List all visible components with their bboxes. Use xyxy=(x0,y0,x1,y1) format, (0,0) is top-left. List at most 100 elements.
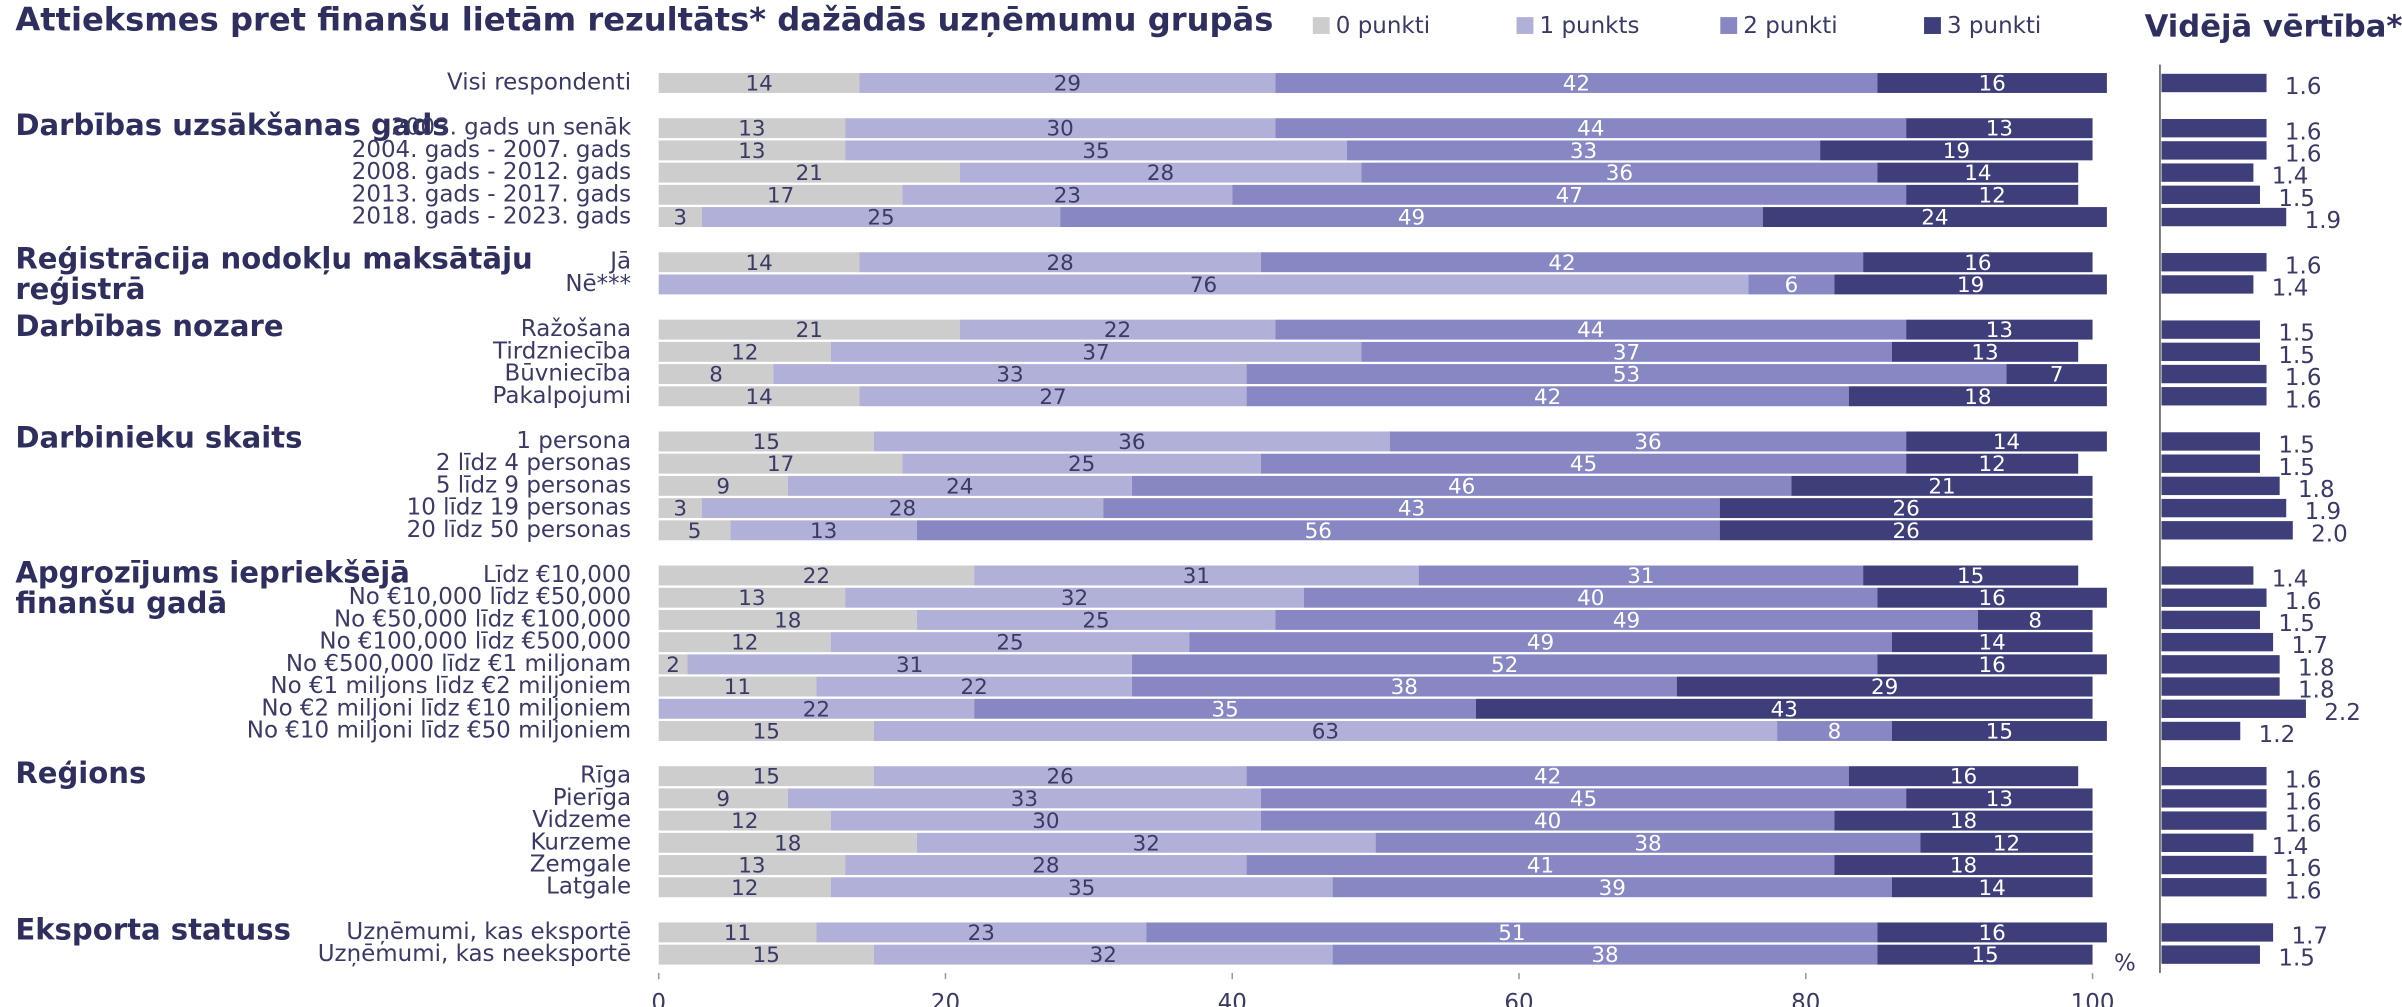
bar-segment xyxy=(787,788,1261,809)
mean-label: 1.6 xyxy=(2285,119,2322,145)
mean-label: 2.0 xyxy=(2311,521,2348,547)
group-label-box: Darbības uzsākšanas gads xyxy=(15,110,449,141)
segment-label: 6 xyxy=(1785,273,1799,298)
bar-segment xyxy=(658,140,846,161)
category-label: No €50,000 līdz €100,000 xyxy=(334,606,631,632)
bar-segment xyxy=(1891,877,2093,898)
segment-label: 18 xyxy=(1964,385,1991,410)
bar-segment xyxy=(1877,944,2093,965)
segment-label: 12 xyxy=(1979,452,2006,477)
segment-label: 21 xyxy=(796,318,823,343)
mean-label: 1.4 xyxy=(2272,276,2309,302)
legend-label: 3 punkti xyxy=(1947,13,2041,39)
segment-label: 38 xyxy=(1591,943,1618,968)
bar-segment xyxy=(959,319,1276,340)
bar-segment xyxy=(816,676,1132,697)
mean-label: 1.6 xyxy=(2285,141,2322,167)
bar-segment xyxy=(1332,877,1892,898)
segment-label: 29 xyxy=(1054,72,1081,97)
segment-label: 12 xyxy=(1993,831,2020,856)
segment-label: 16 xyxy=(1979,921,2006,946)
bar-segment xyxy=(1877,922,2107,943)
segment-label: 14 xyxy=(1964,161,1991,186)
category-label: Pakalpojumi xyxy=(493,383,632,409)
bar-segment xyxy=(1906,118,2093,139)
bar-segment xyxy=(1189,632,1892,653)
segment-label: 51 xyxy=(1498,921,1525,946)
segment-label: 43 xyxy=(1398,497,1425,522)
segment-label: 13 xyxy=(1971,340,1998,365)
group-label-box: Reģions xyxy=(15,758,146,789)
legend-swatch xyxy=(1924,17,1941,34)
bar-segment xyxy=(1303,587,1878,608)
bar-segment xyxy=(658,453,903,474)
segment-label: 14 xyxy=(745,385,772,410)
bar-segment xyxy=(1418,565,1864,586)
bar-segment xyxy=(658,184,903,205)
segment-label: 16 xyxy=(1979,653,2006,678)
segment-label: 36 xyxy=(1634,430,1661,455)
bar-segment xyxy=(845,118,1276,139)
bar-segment xyxy=(1232,184,1907,205)
mean-label: 1.6 xyxy=(2285,789,2322,815)
segment-label: 26 xyxy=(1047,765,1074,790)
mean-bar xyxy=(2161,811,2267,830)
mean-label: 2.2 xyxy=(2324,700,2361,726)
mean-label: 1.8 xyxy=(2298,678,2335,704)
bar-segment xyxy=(1906,453,2079,474)
segment-label: 43 xyxy=(1771,697,1798,722)
segment-label: 52 xyxy=(1491,653,1518,678)
category-label: Ražošana xyxy=(521,316,631,342)
category-label: 5 līdz 9 personas xyxy=(436,472,631,498)
bar-segment xyxy=(816,922,1147,943)
segment-label: 11 xyxy=(724,675,751,700)
segment-label: 9 xyxy=(716,787,730,812)
segment-label: 24 xyxy=(1921,206,1948,231)
mean-label: 1.7 xyxy=(2291,924,2328,950)
category-label: No €10 miljoni līdz €50 miljoniem xyxy=(247,717,631,743)
category-label: Vidzeme xyxy=(532,807,631,833)
mean-label: 1.9 xyxy=(2305,208,2342,234)
bar-segment xyxy=(658,944,874,965)
mean-bar xyxy=(2161,275,2254,294)
segment-label: 12 xyxy=(731,809,758,834)
bar-segment xyxy=(902,184,1233,205)
mean-label: 1.5 xyxy=(2278,343,2315,369)
bar-segment xyxy=(658,364,774,385)
bar-segment xyxy=(658,654,688,675)
segment-label: 12 xyxy=(731,340,758,365)
segment-label: 45 xyxy=(1570,452,1597,477)
segment-label: 33 xyxy=(996,363,1023,388)
category-label: 10 līdz 19 personas xyxy=(407,495,632,521)
bar-segment xyxy=(1834,810,2093,831)
bar-segment xyxy=(1877,654,2107,675)
bar-segment xyxy=(701,207,1061,227)
bar-segment xyxy=(1791,475,2093,496)
mean-label: 1.6 xyxy=(2285,253,2322,279)
bar-segment xyxy=(1891,341,2079,362)
x-tick-label: 40 xyxy=(1218,990,1247,1007)
segment-label: 28 xyxy=(1047,251,1074,276)
bar-segment xyxy=(859,73,1276,93)
mean-bar xyxy=(2161,498,2287,518)
segment-label: 14 xyxy=(1979,876,2006,901)
segment-label: 32 xyxy=(1061,586,1088,611)
group-label-box: Darbības nozare xyxy=(15,311,283,342)
bar-segment xyxy=(873,431,1390,452)
mean-bar xyxy=(2161,677,2280,696)
segment-label: 28 xyxy=(1032,854,1059,879)
segment-label: 26 xyxy=(1893,497,1920,522)
segment-label: 22 xyxy=(803,697,830,722)
mean-label: 1.8 xyxy=(2298,477,2335,503)
category-label: Zemgale xyxy=(530,852,631,878)
segment-label: 30 xyxy=(1047,117,1074,142)
x-unit: % xyxy=(2114,950,2136,976)
bar-segment xyxy=(1877,162,2079,183)
segment-label: 41 xyxy=(1527,854,1554,879)
category-label: 2003. gads un senāk xyxy=(391,115,632,141)
segment-label: 30 xyxy=(1032,809,1059,834)
segment-label: 13 xyxy=(1986,117,2013,142)
mean-bar xyxy=(2161,185,2260,205)
segment-label: 8 xyxy=(1828,720,1842,745)
